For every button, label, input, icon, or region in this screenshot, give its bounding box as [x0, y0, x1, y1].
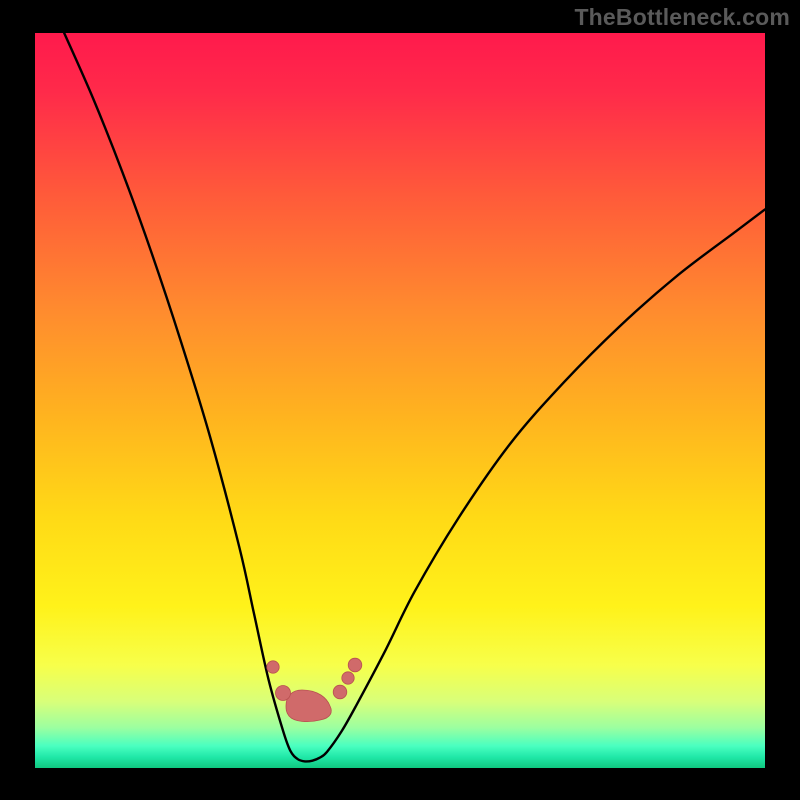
chart-background: [35, 33, 765, 768]
bottleneck-chart: [0, 0, 800, 800]
highlight-dot: [342, 672, 354, 684]
highlight-dot: [348, 658, 362, 672]
watermark-text: TheBottleneck.com: [574, 4, 790, 31]
highlight-dot: [333, 685, 347, 699]
highlight-dot: [267, 661, 279, 673]
highlight-dot: [276, 686, 291, 701]
